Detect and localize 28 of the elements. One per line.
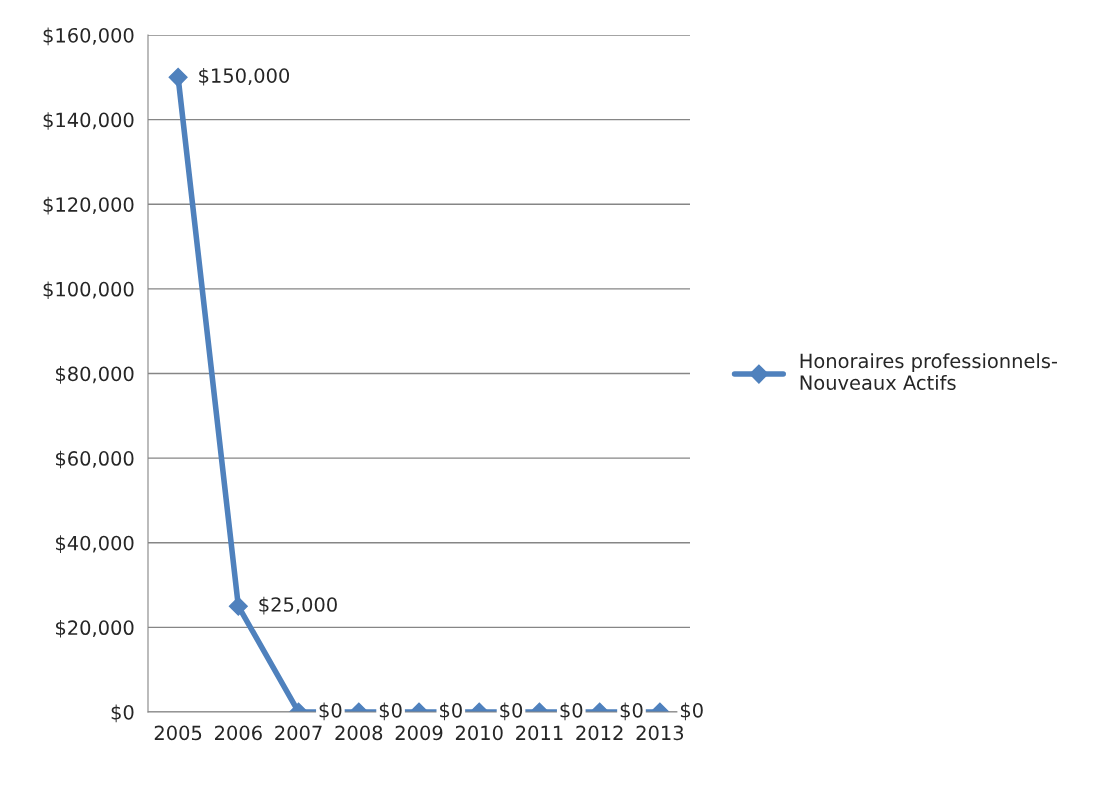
data-label: $150,000 [199, 67, 290, 86]
y-tick-label: $20,000 [56, 619, 134, 638]
data-label: $25,000 [259, 596, 337, 615]
data-label: $0 [680, 702, 703, 721]
data-label: $0 [560, 702, 583, 721]
y-tick-label: $60,000 [56, 450, 134, 469]
legend-label: Honoraires professionnels- Nouveaux Actifs [800, 353, 1058, 391]
x-tick-label: 2007 [275, 725, 322, 741]
x-tick-label: 2013 [636, 725, 684, 741]
y-tick-label: $0 [111, 704, 134, 723]
y-tick-label: $100,000 [43, 281, 134, 300]
y-tick-label: $160,000 [43, 27, 134, 46]
y-tick-label: $140,000 [43, 112, 134, 130]
data-label: $0 [620, 702, 643, 721]
x-tick-label: 2008 [335, 725, 383, 741]
y-tick-label: $120,000 [43, 196, 134, 215]
x-tick-label: 2005 [154, 725, 202, 741]
data-label: $0 [379, 702, 402, 721]
y-tick-label: $40,000 [56, 535, 134, 553]
x-tick-label: 2012 [576, 725, 623, 741]
x-tick-label: 2006 [215, 725, 262, 741]
x-tick-label: 2009 [395, 725, 443, 741]
data-label: $0 [319, 702, 342, 721]
x-tick-label: 2011 [516, 725, 563, 741]
x-tick-label: 2010 [455, 725, 503, 741]
data-label: $0 [500, 702, 523, 721]
data-label: $0 [440, 702, 462, 721]
y-tick-label: $80,000 [56, 366, 134, 384]
